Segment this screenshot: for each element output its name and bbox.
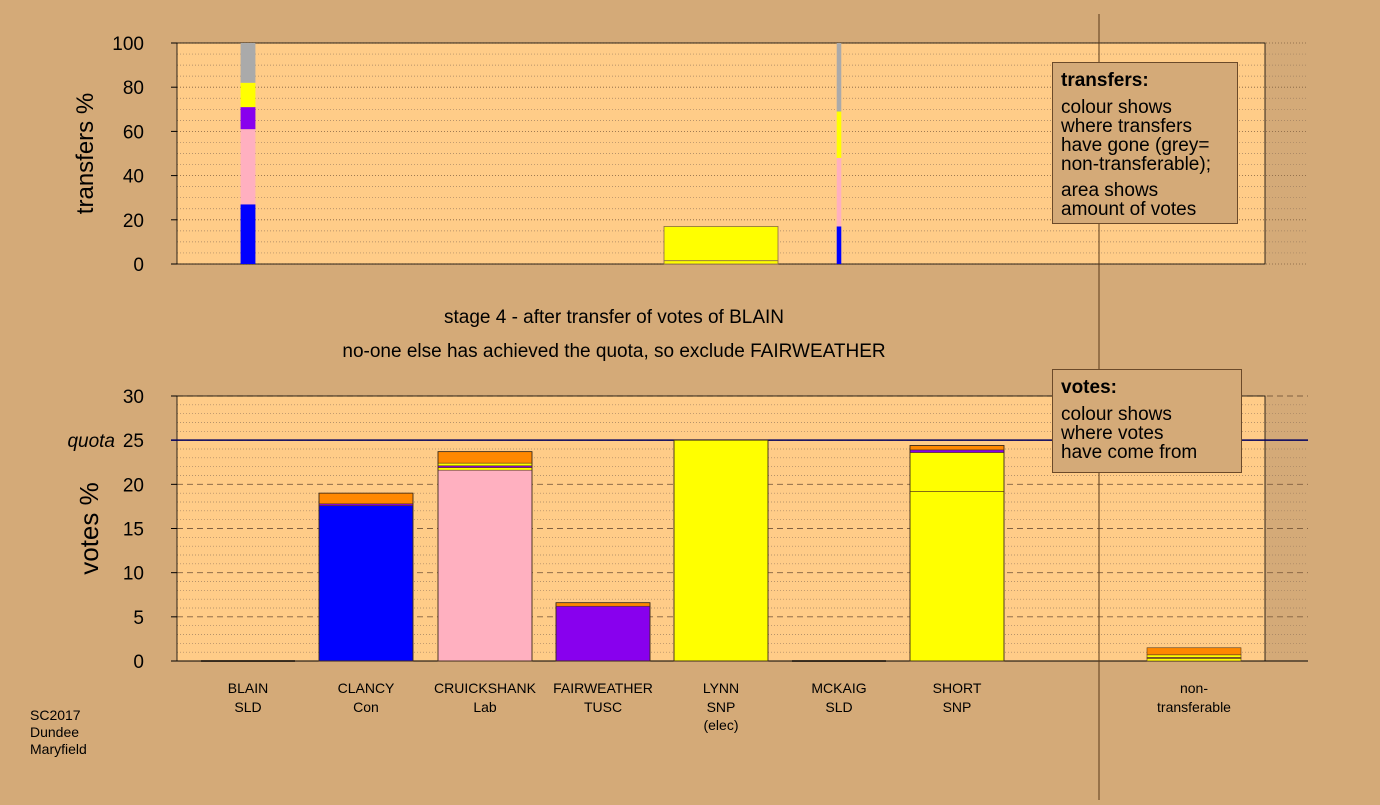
- vote-segment: [909, 452, 1005, 492]
- votes-tick-label: 30: [123, 387, 144, 408]
- vote-segment: [909, 445, 1005, 451]
- candidate-name-label: FAIRWEATHER: [553, 680, 653, 696]
- footer-info: SC2017 Dundee Maryfield: [30, 707, 87, 758]
- candidate-name-label: MCKAIG: [811, 680, 866, 696]
- transfer-segment: [664, 226, 778, 264]
- transfers-tick-label: 20: [123, 211, 144, 232]
- transfers-tick-label: 40: [123, 167, 144, 188]
- transfer-segment: [240, 129, 256, 205]
- transfer-segment: [240, 82, 256, 108]
- vote-segment: [909, 449, 1005, 453]
- stage-subtitle: no-one else has achieved the quota, so e…: [342, 341, 886, 362]
- legend-transfers-line: colour shows: [1061, 97, 1172, 118]
- candidate-party-label: SLD: [825, 699, 852, 715]
- legend-transfers-line: area shows: [1061, 180, 1159, 201]
- nontransferable-label: non-: [1180, 680, 1208, 696]
- legend-votes-line: where votes: [1061, 423, 1164, 444]
- legend-votes-line: colour shows: [1061, 404, 1172, 425]
- footer-ward: Maryfield: [30, 741, 87, 757]
- vote-segment: [673, 439, 769, 662]
- vote-segment: [555, 605, 651, 662]
- legend-transfers: transfers: colour shows where transfers …: [1052, 62, 1238, 224]
- nontransferable-label: transferable: [1157, 699, 1231, 715]
- vote-bar-outline: [673, 439, 769, 662]
- vote-bar-outline: [318, 492, 414, 662]
- vote-bar-outline: [909, 445, 1005, 662]
- candidate-name-label: CLANCY: [338, 680, 395, 696]
- nontransferable-segment: [1146, 647, 1242, 656]
- candidate-name-label: LYNN: [703, 680, 739, 696]
- legend-transfers-title: transfers:: [1061, 70, 1149, 91]
- candidate-name-label: BLAIN: [228, 680, 268, 696]
- legend-transfers-line: have gone (grey=: [1061, 135, 1210, 156]
- legend-votes-title: votes:: [1061, 377, 1117, 398]
- vote-segment: [437, 462, 533, 467]
- footer-council: Dundee: [30, 724, 80, 740]
- legend-transfers-line: non-transferable);: [1061, 154, 1211, 175]
- candidate-party-label: Con: [353, 699, 379, 715]
- votes-tick-label: 20: [123, 475, 144, 496]
- candidate-party-label: SNP: [707, 699, 736, 715]
- candidate-party-label: Lab: [473, 699, 497, 715]
- legend-transfers-line: where transfers: [1061, 116, 1192, 137]
- transfer-segment: [240, 204, 256, 264]
- transfer-segment: [836, 226, 842, 264]
- candidate-name-label: CRUICKSHANK: [434, 680, 537, 696]
- transfer-bar-outline: [663, 226, 779, 265]
- legend-votes: votes: colour shows where votes have com…: [1052, 369, 1242, 473]
- transfers-tick-label: 80: [123, 78, 144, 99]
- vote-segment: [555, 602, 651, 607]
- transfers-tick-label: 0: [133, 255, 144, 276]
- nontransferable-segment: [1146, 654, 1242, 658]
- vote-segment: [437, 467, 533, 471]
- transfer-segment: [836, 111, 842, 158]
- legend-votes-line: have come from: [1061, 442, 1198, 463]
- legend-transfers-line: amount of votes: [1061, 199, 1197, 220]
- transfers-tick-label: 100: [112, 34, 144, 55]
- transfer-segment: [836, 43, 842, 112]
- transfers-tick-label: 60: [123, 122, 144, 143]
- candidate-note-label: (elec): [703, 717, 738, 733]
- candidate-party-label: SLD: [234, 699, 261, 715]
- vote-segment: [318, 492, 414, 505]
- vote-bar-outline: [555, 602, 651, 662]
- vote-segment: [437, 469, 533, 662]
- vote-bar-outline: [437, 451, 533, 662]
- vote-segment: [318, 505, 414, 662]
- votes-tick-label: 5: [133, 608, 144, 629]
- candidate-name-label: SHORT: [933, 680, 982, 696]
- candidate-party-label: TUSC: [584, 699, 622, 715]
- transfer-segment: [240, 107, 256, 130]
- footer-election: SC2017: [30, 707, 81, 723]
- quota-label: quota: [67, 431, 115, 452]
- votes-tick-label: 25: [123, 431, 144, 452]
- nontransferable-segment: [1146, 658, 1242, 662]
- transfer-segment: [836, 157, 842, 227]
- votes-tick-label: 10: [123, 564, 144, 585]
- transfer-segment: [240, 43, 256, 83]
- transfers-axis-label: transfers %: [72, 93, 99, 214]
- vote-segment: [437, 451, 533, 464]
- votes-tick-label: 0: [133, 652, 144, 673]
- stage-title: stage 4 - after transfer of votes of BLA…: [443, 307, 785, 328]
- votes-tick-label: 15: [123, 520, 144, 541]
- vote-segment: [909, 491, 1005, 662]
- votes-axis-label: votes %: [74, 482, 104, 575]
- candidate-party-label: SNP: [943, 699, 972, 715]
